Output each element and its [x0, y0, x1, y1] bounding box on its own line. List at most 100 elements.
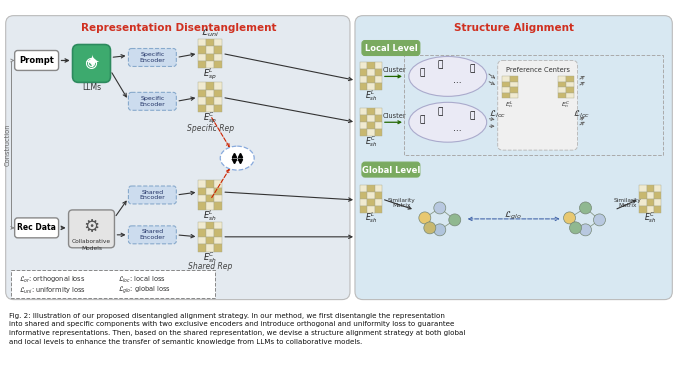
Text: $E^C_{sh}$: $E^C_{sh}$	[365, 134, 377, 149]
Text: Specific
Encoder: Specific Encoder	[140, 52, 165, 63]
Bar	[198, 53, 206, 61]
Bar	[214, 202, 222, 210]
Text: Shared
Encoder: Shared Encoder	[140, 229, 165, 240]
Circle shape	[449, 214, 461, 226]
Bar	[510, 82, 517, 87]
Text: $E^L_n$: $E^L_n$	[505, 99, 514, 110]
Circle shape	[570, 222, 582, 234]
Bar	[198, 97, 206, 105]
Bar	[654, 206, 661, 213]
Bar	[206, 97, 214, 105]
Bar	[206, 53, 214, 61]
Bar	[214, 195, 222, 202]
Bar	[214, 222, 222, 229]
Text: Models: Models	[81, 246, 102, 251]
Circle shape	[434, 224, 445, 236]
Bar	[502, 82, 510, 87]
FancyBboxPatch shape	[128, 186, 176, 204]
Text: $E^C_{sp}$: $E^C_{sp}$	[203, 110, 217, 126]
Bar	[360, 83, 367, 90]
Text: 🎮: 🎮	[469, 112, 475, 121]
Bar	[557, 87, 565, 93]
Text: $E^L_{sp}$: $E^L_{sp}$	[203, 67, 217, 82]
Text: $E^C_n$: $E^C_n$	[561, 99, 570, 110]
Bar	[214, 97, 222, 105]
Bar	[206, 244, 214, 252]
Text: Shared
Encoder: Shared Encoder	[140, 190, 165, 200]
Text: 👤: 👤	[419, 116, 424, 125]
Ellipse shape	[409, 102, 487, 142]
Circle shape	[419, 212, 431, 224]
Bar	[360, 62, 367, 69]
Bar	[214, 187, 222, 195]
Text: Cluster: Cluster	[383, 113, 407, 119]
Bar	[206, 61, 214, 69]
Bar	[565, 87, 574, 93]
Bar	[360, 77, 367, 83]
Text: 🤖: 🤖	[469, 64, 475, 73]
Bar	[374, 77, 382, 83]
Text: ...: ...	[454, 76, 462, 85]
Bar	[404, 56, 663, 155]
Bar	[206, 82, 214, 90]
Text: ✦: ✦	[84, 54, 99, 72]
Bar	[214, 38, 222, 46]
Bar	[374, 122, 382, 129]
Bar	[654, 185, 661, 192]
FancyBboxPatch shape	[362, 40, 420, 56]
Bar	[360, 69, 367, 77]
Bar	[557, 93, 565, 98]
FancyBboxPatch shape	[498, 61, 578, 150]
FancyBboxPatch shape	[128, 48, 176, 66]
Text: $\mathcal{L}_{uni}$: uniformity loss: $\mathcal{L}_{uni}$: uniformity loss	[19, 285, 85, 296]
Text: Similarity
Matrix: Similarity Matrix	[614, 198, 641, 208]
Bar	[374, 129, 382, 136]
Bar	[374, 185, 382, 192]
Bar	[502, 77, 510, 82]
Text: Cluster: Cluster	[383, 67, 407, 74]
Text: $E^C_{sh}$: $E^C_{sh}$	[203, 250, 217, 265]
Bar	[198, 237, 206, 244]
Text: Fig. 2: Illustration of our proposed disentangled alignment strategy. In our met: Fig. 2: Illustration of our proposed dis…	[9, 312, 465, 345]
FancyBboxPatch shape	[73, 45, 111, 82]
Bar	[360, 115, 367, 122]
Bar	[374, 62, 382, 69]
Bar	[510, 77, 517, 82]
Bar	[198, 46, 206, 53]
Bar	[654, 199, 661, 206]
Bar	[198, 244, 206, 252]
Bar	[206, 105, 214, 112]
Bar	[647, 192, 654, 199]
Bar	[206, 180, 214, 187]
Bar	[367, 185, 374, 192]
Circle shape	[424, 222, 436, 234]
Text: $\mathcal{L}_{loc}$: $\mathcal{L}_{loc}$	[489, 109, 506, 120]
Text: Prompt: Prompt	[19, 56, 54, 65]
Bar	[198, 180, 206, 187]
Bar	[510, 93, 517, 98]
Bar	[502, 93, 510, 98]
Bar	[367, 115, 374, 122]
Text: Similarity
Matrix: Similarity Matrix	[388, 198, 416, 208]
Bar	[360, 192, 367, 199]
Bar	[11, 270, 215, 298]
Bar	[198, 82, 206, 90]
Text: ...: ...	[454, 124, 462, 133]
Bar	[654, 192, 661, 199]
Bar	[374, 199, 382, 206]
Bar	[360, 122, 367, 129]
Bar	[214, 105, 222, 112]
Bar	[639, 206, 647, 213]
Ellipse shape	[220, 146, 254, 170]
Text: Global Level: Global Level	[361, 166, 420, 174]
Bar	[565, 77, 574, 82]
Bar	[367, 122, 374, 129]
Bar	[374, 115, 382, 122]
Bar	[206, 195, 214, 202]
Text: Specific Rep: Specific Rep	[186, 124, 234, 133]
Bar	[639, 199, 647, 206]
Bar	[557, 82, 565, 87]
Text: $E^L_{sh}$: $E^L_{sh}$	[203, 208, 217, 223]
Bar	[367, 69, 374, 77]
Text: $\mathcal{L}_{or}$: $\mathcal{L}_{or}$	[230, 152, 244, 164]
